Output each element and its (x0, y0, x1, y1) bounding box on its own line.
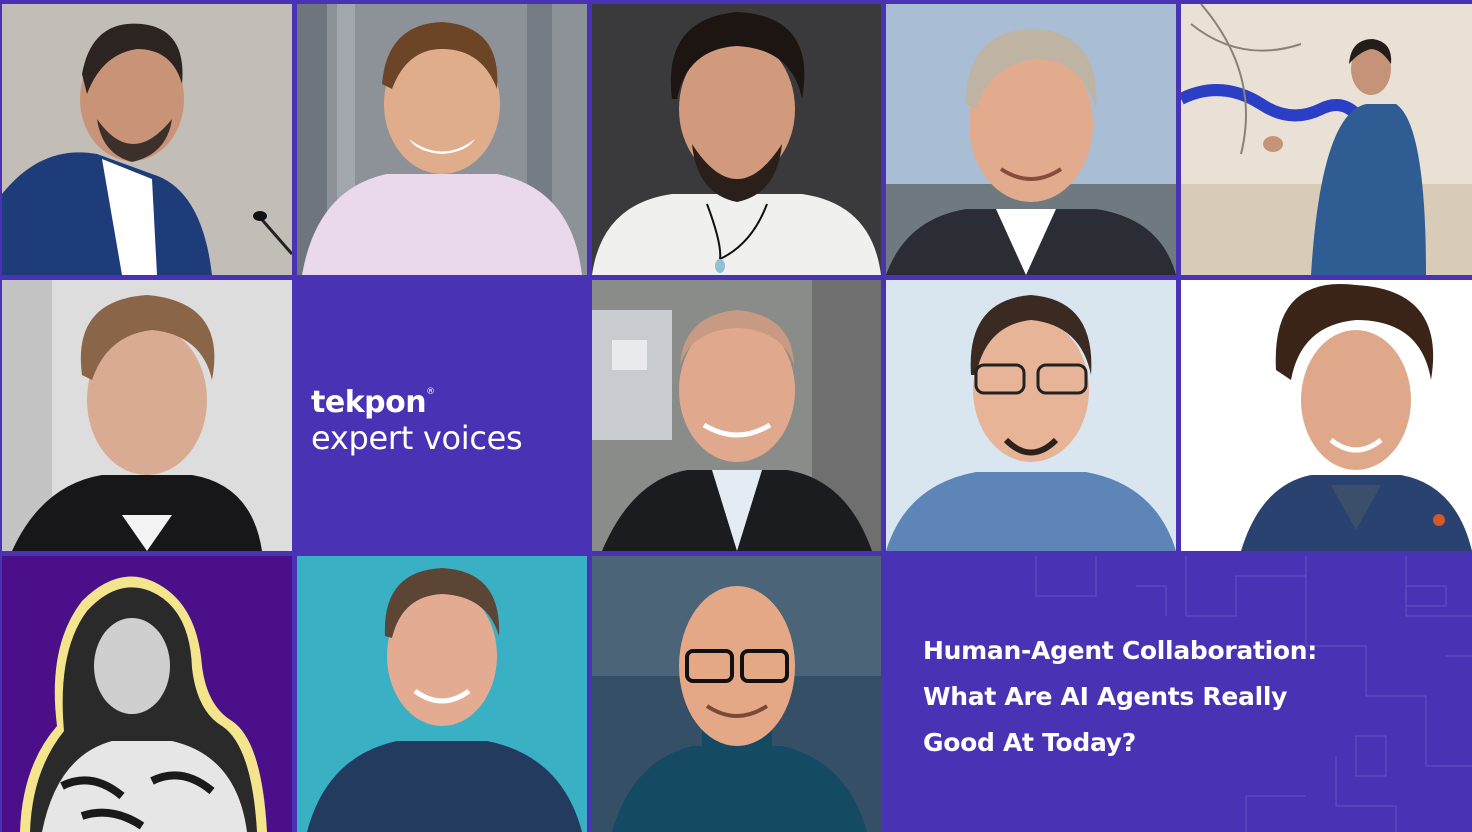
portrait-glasses-blue-sweater (886, 280, 1176, 551)
portrait-icon (592, 4, 881, 275)
headline-line-3: Good At Today? (923, 728, 1136, 757)
headline-panel: Human-Agent Collaboration: What Are AI A… (886, 556, 1472, 832)
portrait-icon (297, 4, 587, 275)
speaker-portrait-icon (2, 4, 292, 275)
tekpon-expert-voices-logo: tekpon® expert voices (297, 280, 587, 551)
portrait-icon (592, 556, 881, 832)
speaker-portrait-icon (1181, 4, 1472, 275)
portrait-icon (886, 280, 1176, 551)
headline-title: Human-Agent Collaboration: What Are AI A… (923, 628, 1443, 766)
portrait-icon (886, 4, 1176, 275)
tekpon-brand: tekpon® (311, 385, 435, 421)
portrait-curly-hair-white-bg (1181, 280, 1472, 551)
portrait-icon (2, 280, 292, 551)
expert-voices-label: expert voices (311, 419, 523, 458)
portrait-bald-glasses-turtleneck (592, 556, 881, 832)
portrait-icon (2, 556, 292, 832)
portrait-icon (1181, 280, 1472, 551)
portrait-pink-shirt (297, 4, 587, 275)
portrait-icon (297, 556, 587, 832)
portrait-young-man-teal-bg (297, 556, 587, 832)
portrait-young-man-grey-wall (2, 280, 292, 551)
headline-line-2: What Are AI Agents Really (923, 682, 1288, 711)
portrait-grey-hair-smiling (886, 4, 1176, 275)
circuit-pattern-icon (1035, 556, 1472, 832)
portrait-speaker-blue-suit (2, 4, 292, 275)
portrait-speaker-whiteboard (1181, 4, 1472, 275)
portrait-curly-hair-pendant (592, 4, 881, 275)
portrait-woman-cutout-purple (2, 556, 292, 832)
headline-line-1: Human-Agent Collaboration: (923, 636, 1317, 665)
portrait-bald-man-dark-suit (592, 280, 881, 551)
portrait-icon (592, 280, 881, 551)
